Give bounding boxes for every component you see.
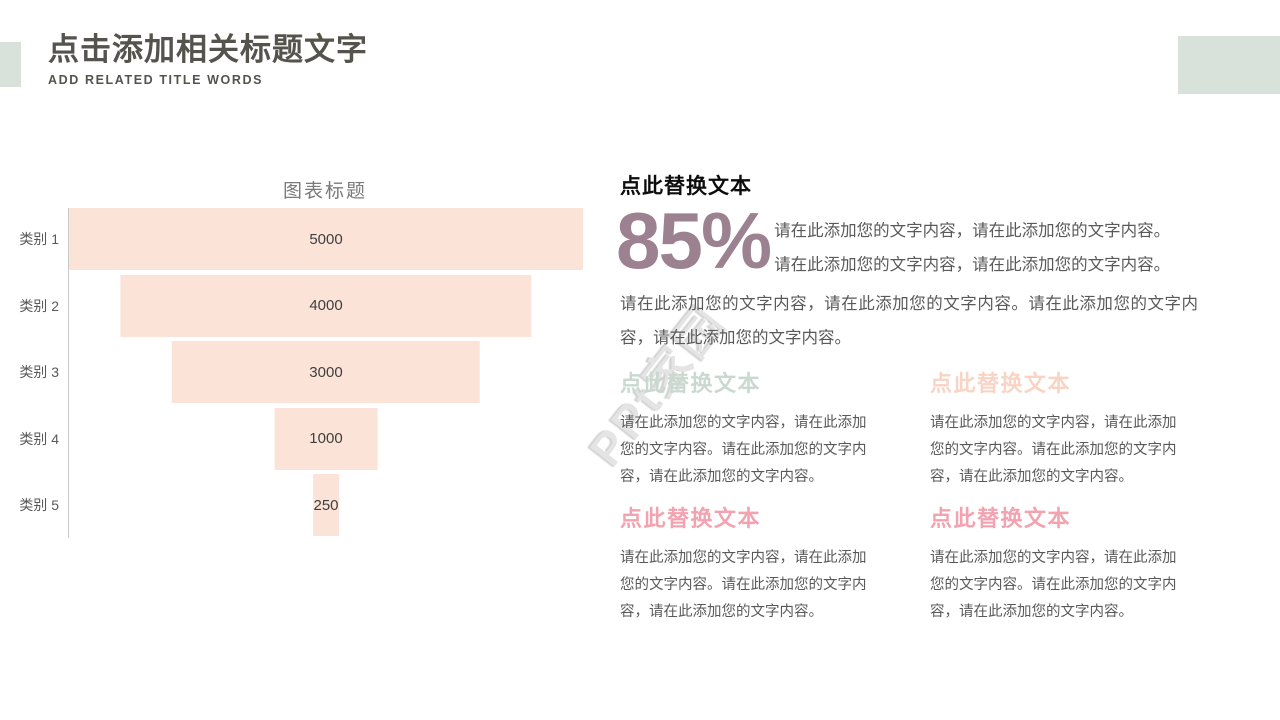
bar-value-label: 4000 (309, 297, 343, 315)
text-block-heading: 点此替换文本 (930, 371, 1072, 396)
category-label: 类别 2 (19, 297, 59, 314)
funnel-row: 类别 4 1000 (19, 407, 583, 470)
funnel-bar: 250 (313, 474, 339, 537)
bar-value-label: 250 (313, 496, 339, 514)
funnel-row: 类别 1 5000 (19, 208, 583, 270)
text-block-body: 请在此添加您的文字内容，请在此添加您的文字内容。请在此添加您的文字内容，请在此添… (620, 550, 867, 620)
text-block-heading: 点此替换文本 (930, 506, 1072, 531)
percent-side-text: 请在此添加您的文字内容，请在此添加您的文字内容。 请在此添加您的文字内容，请在此… (774, 200, 1170, 282)
funnel-bar: 3000 (171, 341, 481, 404)
text-block-heading: 点此替换文本 (620, 506, 762, 531)
category-label: 类别 4 (19, 430, 59, 447)
funnel-row: 类别 2 4000 (19, 274, 583, 337)
percent-side-line: 请在此添加您的文字内容，请在此添加您的文字内容。 (774, 222, 1171, 240)
text-block-body: 请在此添加您的文字内容，请在此添加您的文字内容。请在此添加您的文字内容，请在此添… (930, 550, 1177, 620)
percent-block[interactable]: 85% 请在此添加您的文字内容，请在此添加您的文字内容。 请在此添加您的文字内容… (616, 200, 1170, 282)
funnel-bar: 1000 (274, 407, 378, 470)
funnel-chart[interactable]: 图表标题 类别 1 5000 类别 2 4000 类别 3 3000 类别 4 1000 类别 … (0, 170, 600, 550)
text-block-top-left[interactable]: 点此替换文本 请在此添加您的文字内容，请在此添加您的文字内容。请在此添加您的文字… (620, 366, 895, 491)
slide-header[interactable]: 点击添加相关标题文字 ADD RELATED TITLE WORDS (48, 32, 368, 87)
bar-value-label: 1000 (309, 430, 343, 448)
text-block-body: 请在此添加您的文字内容，请在此添加您的文字内容。请在此添加您的文字内容，请在此添… (930, 415, 1177, 485)
corner-decor-left (0, 42, 21, 87)
funnel-row: 类别 5 250 (19, 474, 583, 537)
category-label: 类别 1 (19, 231, 59, 247)
right-panel-heading[interactable]: 点此替换文本 (620, 175, 752, 198)
slide-title: 点击添加相关标题文字 (48, 32, 368, 67)
corner-decor-right (1178, 36, 1280, 94)
category-label: 类别 5 (19, 497, 59, 514)
text-block-body: 请在此添加您的文字内容，请在此添加您的文字内容。请在此添加您的文字内容，请在此添… (620, 415, 867, 485)
bar-value-label: 5000 (309, 230, 343, 248)
funnel-plot: 类别 1 5000 类别 2 4000 类别 3 3000 类别 4 1000 类别 5 250 (19, 208, 583, 538)
body-paragraph[interactable]: 请在此添加您的文字内容，请在此添加您的文字内容。请在此添加您的文字内容，请在此添… (620, 295, 1198, 347)
category-label: 类别 3 (19, 364, 59, 381)
funnel-bar: 4000 (120, 274, 532, 337)
slide-subtitle: ADD RELATED TITLE WORDS (48, 73, 264, 87)
chart-title: 图表标题 (282, 181, 367, 202)
percent-value: 85% (616, 196, 772, 285)
text-block-top-right[interactable]: 点此替换文本 请在此添加您的文字内容，请在此添加您的文字内容。请在此添加您的文字… (930, 366, 1205, 491)
text-block-bottom-right[interactable]: 点此替换文本 请在此添加您的文字内容，请在此添加您的文字内容。请在此添加您的文字… (930, 501, 1205, 626)
percent-side-line: 请在此添加您的文字内容，请在此添加您的文字内容。 (774, 256, 1171, 274)
bar-value-label: 3000 (309, 363, 343, 381)
text-block-bottom-left[interactable]: 点此替换文本 请在此添加您的文字内容，请在此添加您的文字内容。请在此添加您的文字… (620, 501, 895, 626)
funnel-bar: 5000 (69, 208, 583, 270)
text-block-heading: 点此替换文本 (620, 371, 762, 396)
funnel-row: 类别 3 3000 (19, 341, 583, 404)
